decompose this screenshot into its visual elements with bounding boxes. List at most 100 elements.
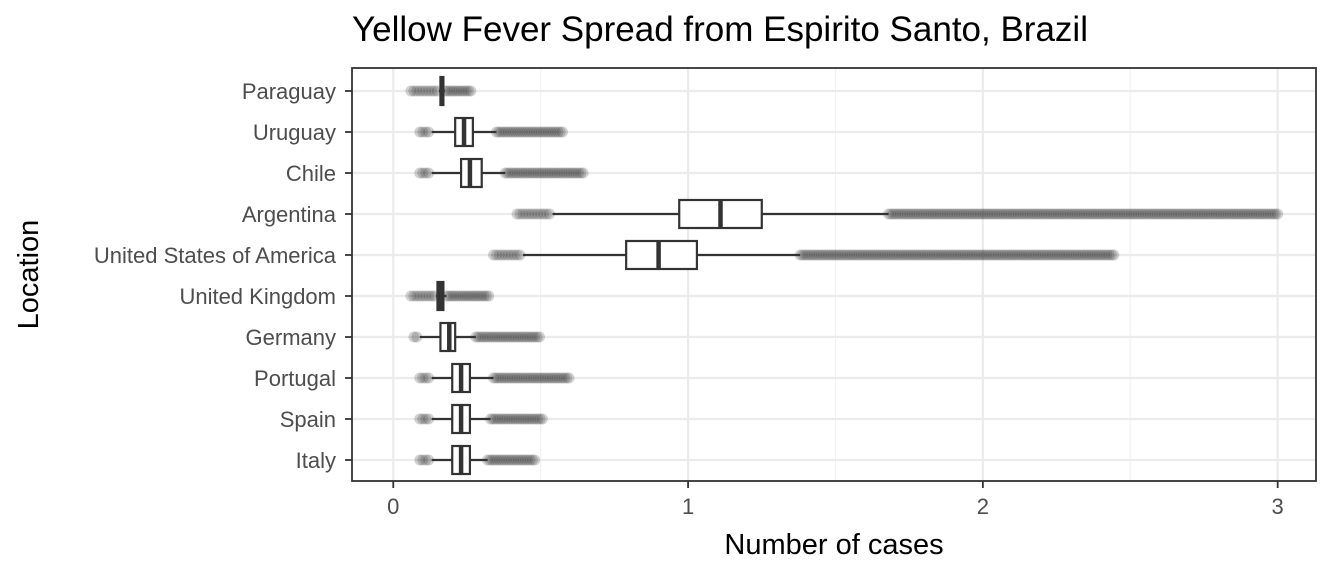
outlier-point <box>513 413 525 425</box>
outlier-point <box>1100 208 1112 220</box>
outlier-point <box>1005 208 1017 220</box>
outlier-point <box>829 249 841 261</box>
outlier-point <box>925 208 937 220</box>
outlier-point <box>538 208 550 220</box>
outlier-point <box>954 249 966 261</box>
outlier-point <box>509 126 521 138</box>
outlier-point <box>457 290 469 302</box>
outlier-point <box>870 249 882 261</box>
panel-border <box>351 67 1317 482</box>
outlier-point <box>993 208 1005 220</box>
outlier-point <box>1168 208 1180 220</box>
outlier-point <box>1142 208 1154 220</box>
outlier-point <box>1258 208 1270 220</box>
outlier-point <box>958 208 970 220</box>
outlier-point <box>476 290 488 302</box>
outlier-point <box>1248 208 1260 220</box>
outlier-point <box>979 208 991 220</box>
outlier-point <box>815 249 827 261</box>
outlier-point <box>542 167 554 179</box>
outlier-point <box>451 85 463 97</box>
outlier-point <box>1064 208 1076 220</box>
outlier-point <box>523 208 535 220</box>
outlier-point <box>1250 208 1262 220</box>
outlier-point <box>417 126 429 138</box>
outlier-point <box>530 167 542 179</box>
outlier-point <box>1017 208 1029 220</box>
outlier-point <box>1006 249 1018 261</box>
outlier-point <box>911 208 923 220</box>
x-tick-label: 2 <box>977 494 989 519</box>
outlier-point <box>1103 249 1115 261</box>
outlier-point <box>867 249 879 261</box>
outlier-point <box>949 208 961 220</box>
outlier-point <box>1222 208 1234 220</box>
outlier-point <box>556 126 568 138</box>
axis-layer: 0 1 2 3 Paraguay Uruguay Chile Argentina United … <box>94 67 1317 519</box>
outlier-point <box>417 290 429 302</box>
outlier-point <box>556 167 568 179</box>
outlier-point <box>507 126 519 138</box>
outlier-point <box>405 85 417 97</box>
outlier-point <box>1071 208 1083 220</box>
outlier-point <box>549 126 561 138</box>
outlier-point <box>963 208 975 220</box>
outlier-point <box>999 249 1011 261</box>
box-italy <box>414 444 541 476</box>
outlier-point <box>563 372 575 384</box>
outlier-point <box>1081 208 1093 220</box>
outlier-point <box>1069 208 1081 220</box>
x-axis-title: Number of cases <box>724 529 943 561</box>
outlier-point <box>1022 208 1034 220</box>
outlier-point <box>959 249 971 261</box>
outlier-point <box>879 249 891 261</box>
outlier-point <box>458 85 470 97</box>
box-united-states-of-america <box>488 239 1120 271</box>
outlier-point <box>493 331 505 343</box>
outlier-point <box>991 208 1003 220</box>
outlier-point <box>554 372 566 384</box>
outlier-point <box>1078 208 1090 220</box>
outlier-point <box>515 413 527 425</box>
outlier-point <box>496 249 508 261</box>
outlier-point <box>986 208 998 220</box>
outlier-point <box>1125 208 1137 220</box>
outlier-point <box>502 167 514 179</box>
outlier-point <box>1147 208 1159 220</box>
outlier-point <box>504 372 516 384</box>
outlier-point <box>450 290 462 302</box>
outlier-point <box>510 413 522 425</box>
x-tick-label: 1 <box>682 494 694 519</box>
outlier-point <box>1265 208 1277 220</box>
outlier-point <box>492 372 504 384</box>
outlier-point <box>503 331 515 343</box>
outlier-point <box>519 126 531 138</box>
outlier-point <box>926 249 938 261</box>
outlier-point <box>1045 208 1057 220</box>
outlier-point <box>985 249 997 261</box>
outlier-point <box>896 249 908 261</box>
outlier-point <box>944 208 956 220</box>
outlier-point <box>417 167 429 179</box>
outlier-point <box>501 413 513 425</box>
outlier-point <box>490 372 502 384</box>
outlier-point <box>891 249 903 261</box>
outlier-point <box>825 249 837 261</box>
outlier-point <box>486 454 498 466</box>
outlier-point <box>546 372 558 384</box>
y-tick-label: United Kingdom <box>179 284 336 309</box>
outlier-point <box>1104 208 1116 220</box>
outlier-point <box>494 413 506 425</box>
outlier-point <box>1156 208 1168 220</box>
outlier-point <box>938 249 950 261</box>
outlier-point <box>516 167 528 179</box>
outlier-point <box>544 372 556 384</box>
outlier-point <box>1175 208 1187 220</box>
outlier-point <box>506 372 518 384</box>
outlier-point <box>931 249 943 261</box>
outlier-point <box>423 167 435 179</box>
box-germany <box>408 321 545 353</box>
outlier-point <box>1037 249 1049 261</box>
outlier-point <box>414 290 426 302</box>
outlier-point <box>462 85 474 97</box>
